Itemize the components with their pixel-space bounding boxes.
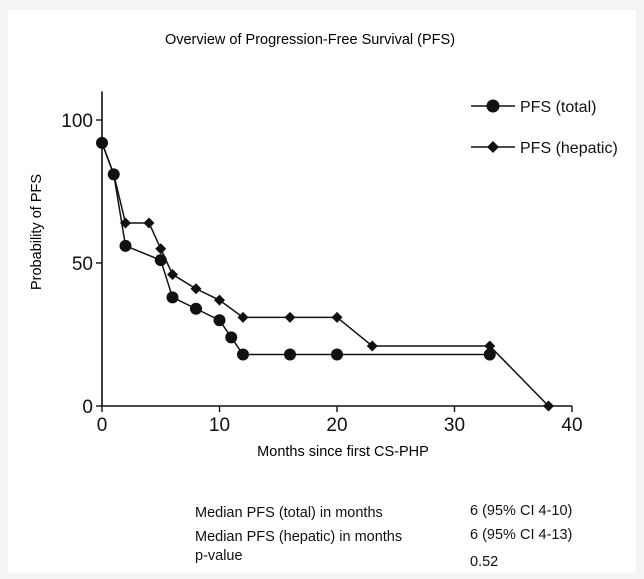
x-tick-label: 20	[326, 415, 347, 436]
data-point-hepatic	[143, 217, 155, 229]
summary-value: 6 (95% CI 4-10)	[470, 503, 573, 519]
x-tick-label: 10	[209, 415, 230, 436]
y-tick-label: 0	[82, 397, 93, 418]
data-point-total	[331, 348, 343, 361]
y-axis-label: Probability of PFS	[29, 174, 45, 290]
chart-legend: PFS (total) PFS (hepatic)	[471, 99, 618, 157]
data-point-total	[237, 348, 249, 361]
summary-label: Median PFS (hepatic) in months	[195, 529, 403, 545]
data-point-hepatic	[484, 340, 496, 352]
data-point-total	[166, 291, 179, 304]
x-axis-label: Months since first CS-PHP	[257, 444, 429, 460]
data-point-hepatic	[214, 294, 225, 306]
data-point-hepatic	[190, 283, 202, 295]
x-tick-label: 30	[444, 415, 465, 436]
data-point-hepatic	[331, 311, 343, 323]
data-point-total	[213, 314, 226, 327]
pfs-chart: Overview of Progression-Free Survival (P…	[29, 32, 618, 460]
legend-label: PFS (hepatic)	[520, 140, 618, 157]
data-point-total	[284, 348, 296, 361]
data-point-total	[190, 302, 202, 315]
figure-panel: Overview of Progression-Free Survival (P…	[8, 10, 636, 573]
data-point-hepatic	[366, 340, 378, 352]
y-tick-label: 50	[72, 254, 93, 275]
data-point-total	[483, 348, 496, 361]
series-line-total	[101, 142, 490, 356]
data-point-hepatic	[237, 311, 249, 323]
y-tick-label: 100	[61, 111, 93, 132]
data-point-hepatic	[120, 217, 131, 229]
summary-value: 0.52	[470, 554, 499, 570]
data-point-hepatic	[108, 168, 120, 180]
data-point-hepatic	[155, 243, 167, 255]
legend-label: PFS (total)	[520, 99, 596, 116]
x-tick-label: 40	[561, 415, 582, 436]
data-point-hepatic	[167, 268, 178, 280]
series-markers	[96, 136, 554, 412]
summary-value: 6 (95% CI 4-13)	[470, 527, 573, 543]
summary-label: p-value	[195, 548, 243, 564]
chart-title: Overview of Progression-Free Survival (P…	[165, 32, 455, 48]
data-point-hepatic	[284, 311, 296, 323]
data-point-total	[154, 254, 167, 267]
data-point-hepatic	[96, 137, 108, 149]
legend-circle-icon	[486, 99, 500, 113]
chart-axes: 0 10 20 30 40 0 50 100	[61, 91, 583, 436]
data-point-hepatic	[543, 400, 554, 412]
data-point-total	[119, 239, 132, 252]
x-tick-label: 0	[97, 415, 108, 436]
data-point-total	[225, 331, 238, 344]
summary-label: Median PFS (total) in months	[195, 505, 383, 521]
legend-diamond-icon	[487, 141, 499, 153]
